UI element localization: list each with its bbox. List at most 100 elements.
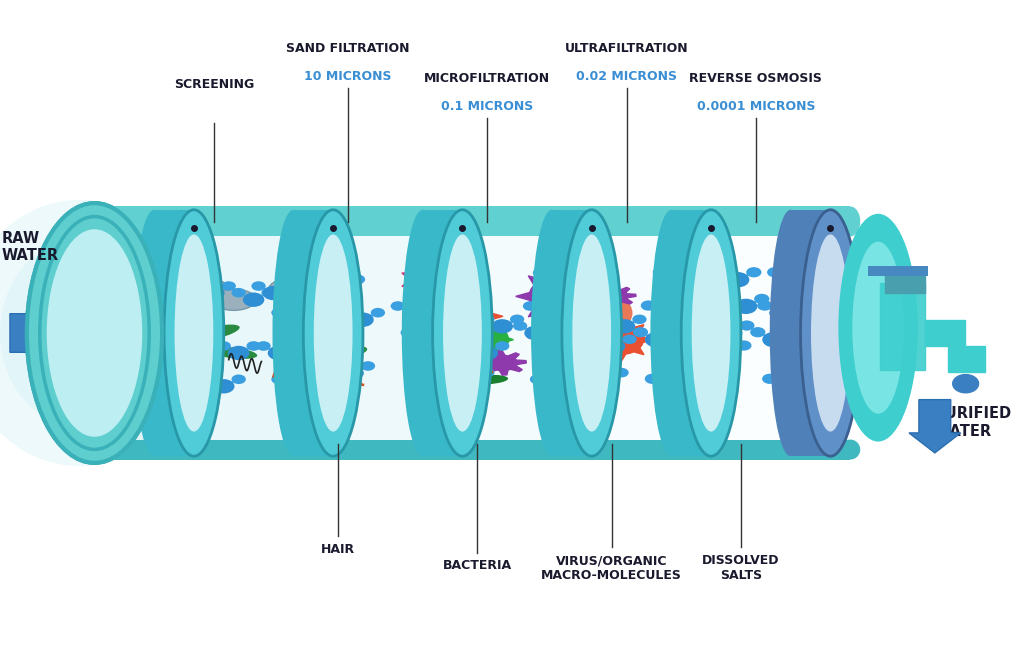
Bar (442, 236, 571, 440)
Ellipse shape (673, 301, 709, 325)
Ellipse shape (93, 332, 115, 347)
Polygon shape (516, 267, 602, 325)
Ellipse shape (133, 399, 155, 414)
Ellipse shape (751, 327, 765, 337)
Polygon shape (925, 320, 965, 346)
Ellipse shape (256, 341, 270, 351)
Polygon shape (590, 318, 653, 361)
Ellipse shape (780, 301, 816, 325)
Ellipse shape (27, 203, 162, 463)
Ellipse shape (87, 268, 101, 278)
Text: MICROFILTRATION: MICROFILTRATION (424, 71, 550, 85)
Ellipse shape (351, 274, 366, 284)
Bar (94, 440, 850, 460)
Ellipse shape (802, 285, 825, 301)
Ellipse shape (824, 318, 847, 334)
Ellipse shape (715, 267, 730, 277)
Ellipse shape (342, 366, 364, 380)
Ellipse shape (665, 327, 680, 337)
Ellipse shape (691, 234, 730, 432)
Ellipse shape (801, 210, 860, 456)
Ellipse shape (98, 272, 120, 287)
Ellipse shape (769, 305, 793, 321)
Ellipse shape (596, 372, 617, 387)
Ellipse shape (212, 289, 256, 310)
Ellipse shape (326, 348, 340, 358)
Ellipse shape (429, 300, 476, 332)
Ellipse shape (85, 206, 104, 236)
Ellipse shape (85, 440, 104, 460)
Ellipse shape (467, 375, 508, 384)
Ellipse shape (782, 347, 798, 357)
Ellipse shape (717, 345, 739, 361)
Ellipse shape (228, 346, 250, 360)
Polygon shape (593, 286, 636, 307)
Ellipse shape (779, 272, 802, 288)
Ellipse shape (287, 341, 300, 351)
Ellipse shape (422, 379, 443, 394)
Ellipse shape (590, 281, 604, 291)
Ellipse shape (465, 281, 479, 291)
Ellipse shape (812, 291, 848, 315)
Ellipse shape (572, 234, 611, 432)
Ellipse shape (581, 299, 602, 314)
Bar (855, 316, 880, 350)
Ellipse shape (430, 328, 444, 338)
Ellipse shape (164, 210, 224, 456)
Ellipse shape (267, 346, 289, 360)
Ellipse shape (532, 268, 547, 278)
Bar (94, 440, 850, 460)
Ellipse shape (47, 229, 142, 437)
Ellipse shape (301, 292, 345, 314)
Ellipse shape (719, 294, 734, 304)
Ellipse shape (705, 340, 720, 350)
Bar (174, 236, 313, 440)
Ellipse shape (656, 378, 680, 394)
Ellipse shape (535, 306, 556, 320)
Ellipse shape (261, 288, 275, 298)
Ellipse shape (341, 308, 355, 318)
Ellipse shape (172, 361, 186, 371)
Ellipse shape (432, 210, 493, 456)
Ellipse shape (108, 294, 122, 304)
Ellipse shape (726, 272, 750, 288)
Ellipse shape (842, 340, 857, 350)
Ellipse shape (231, 288, 246, 298)
Ellipse shape (462, 372, 483, 387)
Ellipse shape (529, 374, 544, 384)
Ellipse shape (303, 210, 362, 456)
Ellipse shape (470, 294, 484, 304)
Bar (94, 206, 850, 236)
Ellipse shape (480, 314, 495, 324)
Ellipse shape (699, 298, 723, 314)
Polygon shape (170, 370, 227, 409)
Ellipse shape (839, 214, 918, 442)
Ellipse shape (734, 298, 758, 314)
Ellipse shape (557, 290, 633, 336)
Ellipse shape (203, 286, 224, 300)
Bar (423, 210, 463, 456)
Ellipse shape (424, 364, 471, 376)
Ellipse shape (812, 314, 827, 324)
Ellipse shape (614, 368, 629, 378)
Ellipse shape (492, 319, 513, 334)
Ellipse shape (321, 274, 335, 284)
Ellipse shape (585, 368, 599, 378)
Ellipse shape (411, 374, 425, 384)
Ellipse shape (705, 372, 727, 388)
Ellipse shape (692, 367, 708, 377)
Polygon shape (561, 334, 615, 372)
Ellipse shape (673, 300, 688, 310)
Ellipse shape (707, 294, 742, 318)
Ellipse shape (702, 347, 718, 357)
Ellipse shape (790, 280, 805, 290)
Ellipse shape (544, 272, 565, 287)
Ellipse shape (599, 294, 613, 304)
Ellipse shape (652, 267, 668, 277)
Ellipse shape (809, 298, 831, 314)
Ellipse shape (562, 210, 622, 456)
Ellipse shape (665, 272, 688, 288)
Text: DISSOLVED
SALTS: DISSOLVED SALTS (702, 554, 779, 582)
Ellipse shape (202, 374, 216, 384)
Ellipse shape (560, 374, 574, 384)
